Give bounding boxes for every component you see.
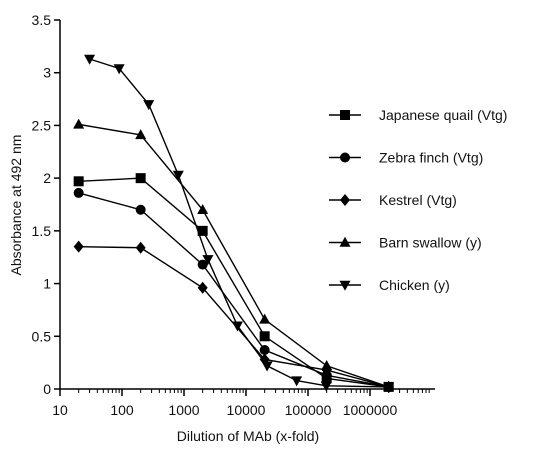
data-point: [73, 176, 84, 187]
data-point: [320, 381, 332, 392]
data-point: [73, 240, 84, 253]
data-point: [197, 259, 208, 270]
x-tick-label: 1000000: [343, 402, 398, 418]
data-point: [172, 170, 184, 181]
legend-label: Zebra finch (Vtg): [379, 150, 483, 166]
data-point: [135, 173, 146, 184]
legend-marker: [339, 280, 351, 291]
data-point: [321, 360, 333, 371]
legend-marker: [339, 236, 351, 247]
legend-label: Japanese quail (Vtg): [379, 107, 507, 123]
legend-label: Kestrel (Vtg): [379, 192, 457, 208]
legend-item: Zebra finch (Vtg): [329, 150, 483, 166]
legend: Japanese quail (Vtg) Zebra finch (Vtg) Kes…: [329, 107, 507, 293]
data-point: [383, 382, 395, 393]
x-tick-label: 100000: [285, 402, 332, 418]
x-ticks: 10 100 1000 10000 100000 1000000: [52, 389, 430, 418]
x-tick-label: 1000: [168, 402, 199, 418]
series-circle: [73, 187, 394, 392]
legend-item: Barn swallow (y): [329, 235, 482, 251]
data-point: [202, 255, 214, 266]
data-point: [135, 129, 147, 140]
y-tick-label: 3: [43, 65, 51, 81]
legend-item: Japanese quail (Vtg): [329, 107, 507, 123]
data-point: [261, 361, 273, 372]
series-triangle-down: [84, 54, 395, 393]
y-tick-label: 0.5: [32, 328, 52, 344]
y-axis-title: Absorbance at 492 nm: [8, 135, 24, 276]
y-tick-label: 0: [43, 381, 51, 397]
data-point: [197, 281, 208, 294]
x-tick-label: 100: [110, 402, 134, 418]
legend-label: Chicken (y): [379, 277, 450, 293]
y-tick-label: 1.5: [32, 223, 52, 239]
data-point: [73, 187, 84, 198]
data-point: [135, 204, 146, 215]
data-point: [259, 331, 270, 342]
legend-marker: [340, 152, 350, 163]
x-tick-label: 10000: [227, 402, 266, 418]
x-axis-title: Dilution of MAb (x-fold): [177, 428, 319, 444]
x-tick-label: 10: [52, 402, 68, 418]
legend-item: Kestrel (Vtg): [329, 192, 457, 208]
data-point: [84, 54, 96, 65]
series-line: [78, 177, 389, 388]
legend-marker: [340, 194, 350, 206]
series-line: [89, 58, 389, 388]
series-line: [78, 123, 389, 388]
data-point: [291, 376, 303, 387]
y-ticks: 0 0.5 1 1.5 2 2.5 3 3.5: [32, 12, 60, 397]
legend-marker: [340, 110, 350, 120]
y-tick-label: 2: [43, 170, 51, 186]
y-tick-label: 3.5: [32, 12, 52, 28]
y-tick-label: 1: [43, 276, 51, 292]
data-point: [113, 64, 125, 75]
data-point: [73, 118, 85, 129]
data-point: [259, 344, 270, 355]
y-tick-label: 2.5: [32, 117, 52, 133]
data-point: [197, 225, 208, 236]
legend-item: Chicken (y): [329, 277, 450, 293]
series-line: [78, 192, 389, 388]
data-point: [259, 313, 271, 324]
legend-label: Barn swallow (y): [379, 235, 482, 251]
data-point: [135, 241, 146, 254]
data-point: [143, 100, 155, 111]
data-point: [197, 204, 209, 215]
data-point: [231, 321, 243, 332]
series-layer: [73, 54, 395, 393]
